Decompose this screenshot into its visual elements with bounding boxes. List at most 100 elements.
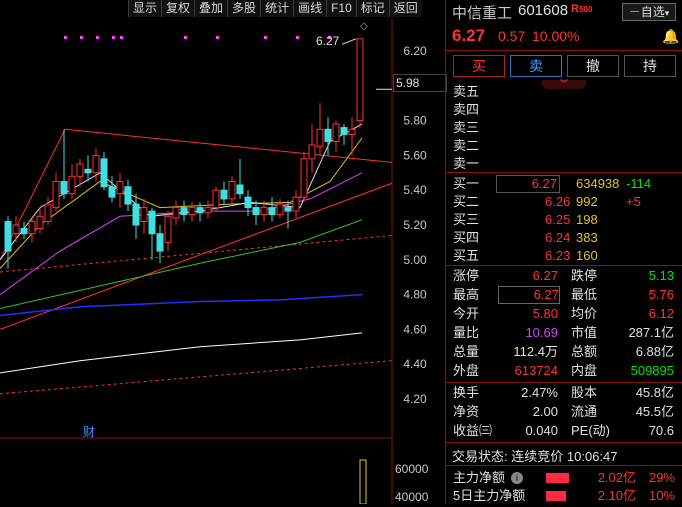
- stat-label-hs: 换手: [453, 385, 480, 400]
- stat-label-vol: 总量: [453, 344, 480, 359]
- toolbar-btn-7[interactable]: 标记: [355, 0, 389, 17]
- candle-body: [100, 158, 108, 188]
- last-price: 6.27: [452, 26, 486, 45]
- event-label: 财: [83, 425, 95, 439]
- candle-body: [324, 128, 332, 142]
- stat-label-wp: 外盘: [453, 363, 480, 378]
- flow-label: 主力净额: [453, 470, 506, 485]
- event-dot: [112, 36, 115, 39]
- flow-bar: [546, 491, 566, 501]
- buy-level-price: 6.24: [545, 230, 571, 245]
- buy-level-price: 6.25: [545, 212, 571, 227]
- sell-level-5[interactable]: 卖五: [453, 84, 480, 99]
- sell-level-3[interactable]: 卖三: [453, 120, 480, 135]
- buy-level-label: 买四: [453, 230, 480, 245]
- stat-label-pe: PE(动): [571, 423, 611, 438]
- price-axis-label: 6.20: [403, 44, 427, 58]
- add-watchlist-button[interactable]: －自选▾: [622, 3, 676, 21]
- candle-body: [28, 221, 36, 235]
- candle-body: [348, 128, 356, 136]
- toolbar-btn-1[interactable]: 复权: [161, 0, 195, 17]
- candle-body: [196, 207, 204, 214]
- price-axis-label: 5.60: [403, 148, 427, 162]
- event-dot: [216, 36, 219, 39]
- candle-body: [92, 154, 100, 174]
- stat-value-gb: 45.8亿: [635, 385, 674, 400]
- price-axis-label: 4.20: [403, 392, 427, 406]
- stat-label-open: 今开: [453, 306, 480, 321]
- price-axis-label: 4.60: [403, 322, 427, 336]
- sell-level-2[interactable]: 卖二: [453, 138, 480, 153]
- stat-value-mv: 287.1亿: [628, 325, 674, 340]
- sell-level-4[interactable]: 卖四: [453, 102, 480, 117]
- event-dot: [96, 36, 99, 39]
- candle-body: [132, 203, 140, 226]
- candle-body: [44, 203, 52, 223]
- toolbar-btn-2[interactable]: 叠加: [194, 0, 228, 17]
- event-dot: [328, 36, 331, 39]
- stat-value-avg: 6.12: [648, 306, 674, 321]
- candle-body: [68, 175, 76, 195]
- stat-label-gb: 股本: [571, 385, 598, 400]
- buy-button[interactable]: 买: [453, 55, 505, 77]
- stat-value-jz: 2.00: [532, 404, 558, 419]
- ma-line: [0, 332, 363, 374]
- candle-body: [252, 207, 260, 216]
- stat-value-pe: 70.6: [648, 423, 674, 438]
- stat-label-high: 最高: [453, 287, 480, 302]
- price-axis-label: 4.80: [403, 288, 427, 302]
- stat-value-vol: 112.4万: [513, 344, 558, 359]
- buy-level-volume: 383: [576, 230, 598, 245]
- candle-body: [284, 207, 292, 212]
- trade-status: 交易状态: 连续竞价 10:06:47: [452, 449, 618, 464]
- candle-body: [236, 184, 244, 195]
- candle-body: [180, 207, 188, 216]
- flow-amount: 2.02亿: [597, 470, 636, 485]
- buy-level-price: 6.26: [545, 194, 571, 209]
- bell-icon[interactable]: 🔔: [662, 28, 680, 44]
- stat-label-avg: 均价: [571, 306, 598, 321]
- candle-body: [292, 196, 300, 212]
- stat-value-zt: 6.27: [532, 268, 558, 283]
- volume-axis-label: 60000: [395, 462, 429, 476]
- stat-label-zt: 涨停: [453, 268, 480, 283]
- hold-button[interactable]: 持: [624, 55, 676, 77]
- stat-value-wp: 613724: [514, 363, 558, 378]
- stat-value-hs: 2.47%: [521, 385, 558, 400]
- candle-body: [260, 207, 268, 216]
- stat-value-low: 5.76: [648, 287, 674, 302]
- event-dot: [264, 36, 267, 39]
- price-change: 0.57: [498, 28, 526, 44]
- candle-body: [84, 168, 92, 174]
- ma-line: [0, 293, 363, 317]
- candle-body: [124, 186, 132, 205]
- toolbar-btn-8[interactable]: 返回: [388, 0, 422, 17]
- flow-label: 5日主力净额: [453, 488, 526, 503]
- event-dot: [80, 36, 83, 39]
- toolbar-btn-6[interactable]: F10: [326, 0, 356, 17]
- stat-value-sy: 0.040: [525, 423, 558, 438]
- info-icon[interactable]: i: [511, 472, 523, 484]
- expand-chevron-icon[interactable]: ︾: [542, 80, 586, 89]
- buy-level-price: 6.23: [545, 248, 571, 263]
- cancel-button[interactable]: 撤: [567, 55, 619, 77]
- sell-button[interactable]: 卖: [510, 55, 562, 77]
- stat-value-np: 509895: [630, 363, 674, 378]
- candle-body: [20, 227, 28, 235]
- price-axis-label: 4.40: [403, 357, 427, 371]
- buy-level-delta: +5: [626, 194, 641, 209]
- margin-tag: R500: [571, 3, 593, 15]
- toolbar-btn-4[interactable]: 统计: [260, 0, 294, 17]
- buy-level-volume: 634938: [576, 176, 620, 191]
- toolbar-btn-0[interactable]: 显示: [128, 0, 162, 17]
- kline-chart[interactable]: 6.206.005.805.605.405.205.004.804.604.40…: [0, 18, 444, 505]
- buy-level-price: 6.27: [496, 175, 560, 193]
- candle-body: [220, 189, 228, 200]
- candle-body: [340, 127, 348, 136]
- sell-level-1[interactable]: 卖一: [453, 156, 480, 171]
- minus-icon: －: [628, 5, 641, 19]
- candle-body: [268, 207, 276, 216]
- toolbar-btn-3[interactable]: 多股: [227, 0, 261, 17]
- price-axis-label: 5.20: [403, 218, 427, 232]
- toolbar-btn-5[interactable]: 画线: [293, 0, 327, 17]
